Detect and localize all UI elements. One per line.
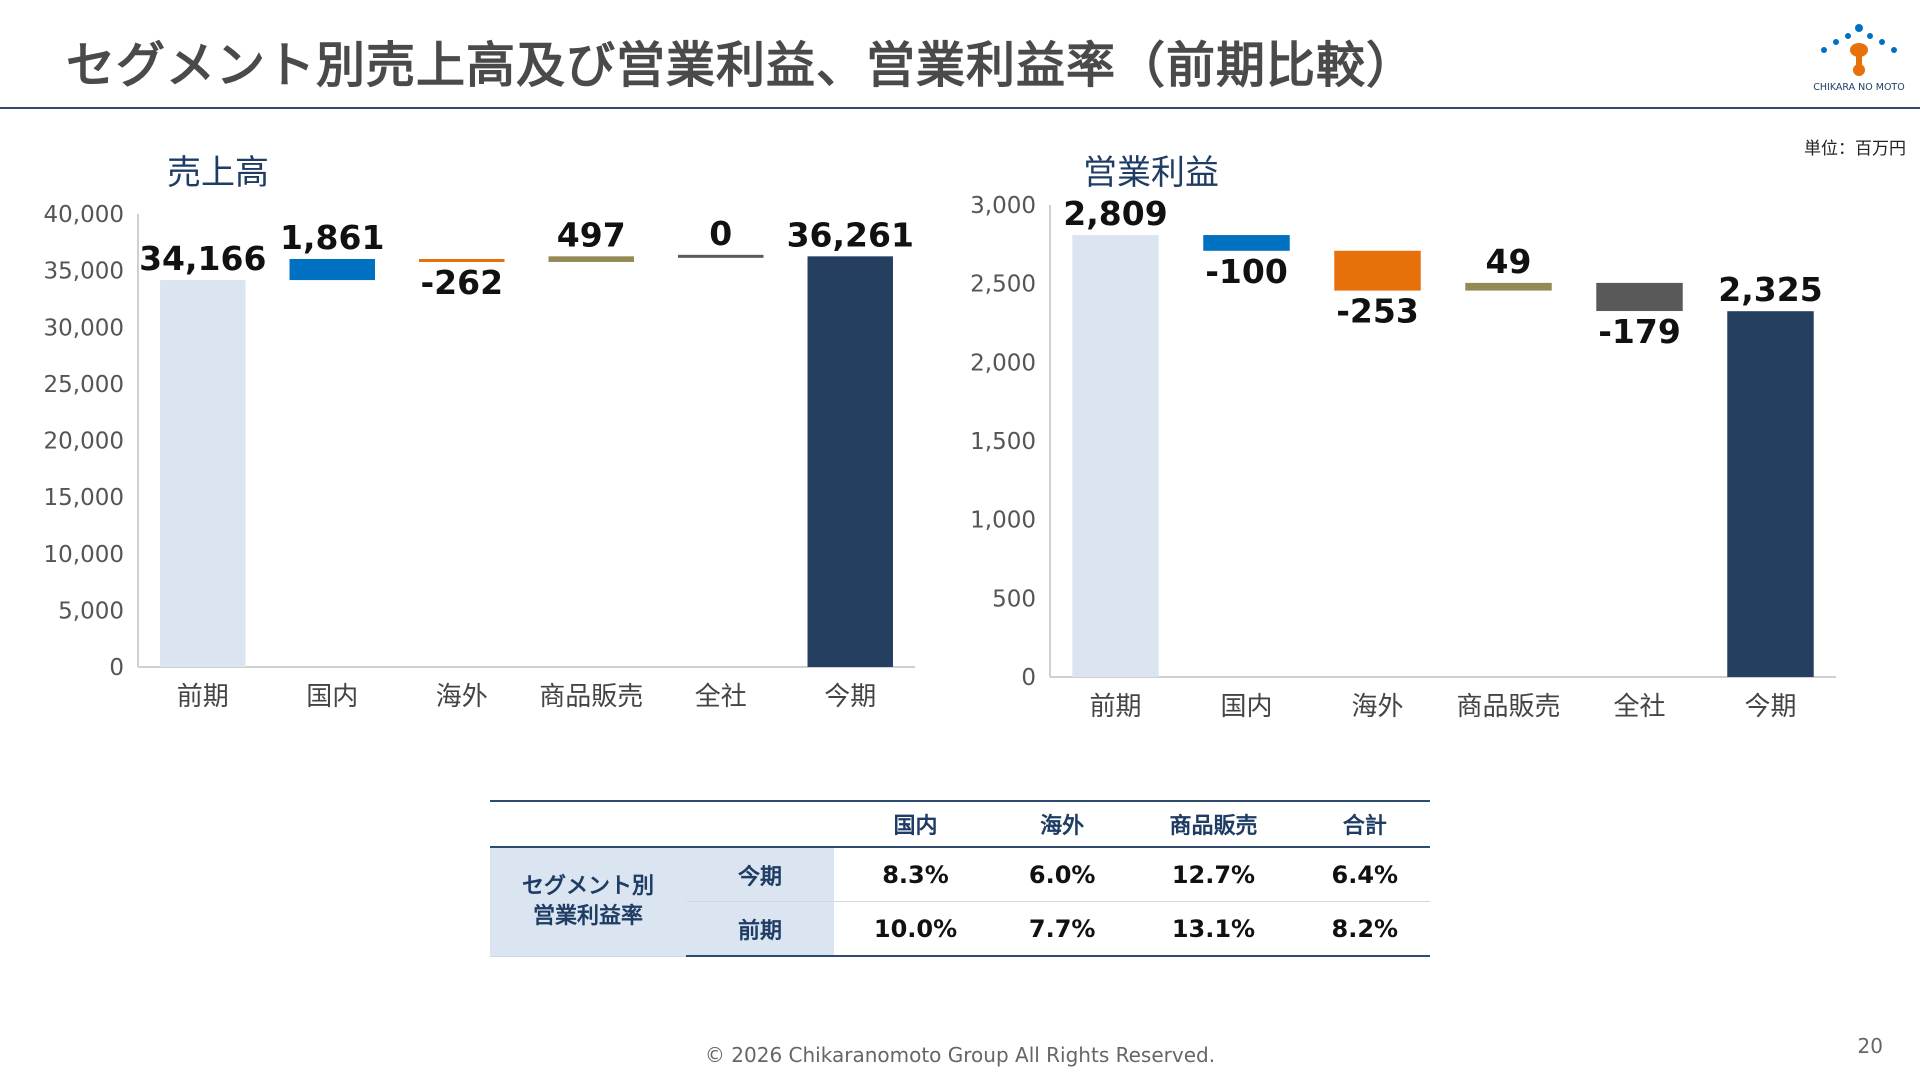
category-label: 全社 (695, 682, 747, 712)
bar-0 (160, 280, 246, 667)
copyright-footer: © 2026 Chikaranomoto Group All Rights Re… (704, 1043, 1216, 1067)
operating-profit-waterfall-chart: 0 500 1,000 1,500 2,000 2,500 3,000 2,809 前期 -100… (930, 190, 1850, 730)
data-label: 1,861 (280, 218, 384, 257)
chart-svg: 0 5,000 10,000 15,000 20,000 25,000 30,000 35,0… (44, 202, 915, 712)
y-tick-label: 3,000 (970, 193, 1036, 219)
table-cell: 6.0% (997, 847, 1128, 902)
row-group-label-line1: セグメント別 (521, 873, 654, 899)
category-label: 国内 (1220, 692, 1272, 722)
y-tick-label: 35,000 (44, 259, 124, 285)
segment-margin-table: 国内 海外 商品販売 合計 セグメント別 営業利益率 今期 8.3% 6.0% … (490, 800, 1430, 957)
data-label: 49 (1486, 242, 1532, 281)
data-label: 0 (709, 214, 732, 253)
y-tick-label: 1,500 (970, 429, 1036, 455)
row-group-label-line2: 営業利益率 (532, 903, 643, 929)
bar-4 (678, 254, 764, 258)
data-label: -262 (420, 263, 503, 302)
bar-4 (1596, 282, 1683, 312)
y-tick-label: 15,000 (44, 485, 124, 511)
category-label: 海外 (436, 682, 488, 712)
column-header: 海外 (997, 800, 1128, 848)
category-label: 商品販売 (539, 682, 643, 712)
row-label: 前期 (686, 901, 834, 957)
row-label: 今期 (686, 847, 834, 902)
table-corner-cell (490, 800, 834, 848)
column-header: 国内 (834, 800, 998, 848)
table-row: 前期 10.0% 7.7% 13.1% 8.2% (490, 901, 1430, 957)
page-number: 20 (1857, 1034, 1883, 1058)
data-label: 36,261 (787, 215, 914, 254)
bar-0 (1072, 235, 1159, 677)
bar-5 (807, 256, 893, 667)
y-tick-label: 0 (1021, 665, 1036, 691)
bar-5 (1727, 311, 1814, 677)
category-label: 国内 (306, 682, 358, 712)
y-tick-label: 0 (109, 655, 124, 681)
table-cell: 7.7% (997, 901, 1128, 957)
table-cell: 6.4% (1299, 847, 1430, 902)
sales-chart-title: 売上高 (167, 153, 269, 193)
data-label: -179 (1598, 312, 1681, 351)
data-label: -253 (1336, 292, 1419, 331)
bar-2 (1334, 250, 1421, 291)
data-label: 497 (557, 215, 626, 254)
data-label: -100 (1205, 252, 1288, 291)
y-tick-label: 20,000 (44, 429, 124, 455)
table-cell: 10.0% (834, 901, 998, 957)
table-cell: 8.2% (1299, 901, 1430, 957)
table-row: セグメント別 営業利益率 今期 8.3% 6.0% 12.7% 6.4% (490, 847, 1430, 957)
table-cell: 8.3% (834, 847, 998, 902)
category-label: 海外 (1351, 692, 1403, 722)
table-cell: 12.7% (1127, 847, 1300, 902)
table-header-row: 国内 海外 商品販売 合計 (490, 800, 1430, 848)
column-header: 合計 (1299, 800, 1430, 848)
y-tick-label: 40,000 (44, 202, 124, 228)
chart-svg: 0 500 1,000 1,500 2,000 2,500 3,000 2,809 前期 -100… (970, 193, 1836, 722)
category-label: 全社 (1613, 692, 1665, 722)
column-header: 商品販売 (1127, 800, 1300, 848)
bar-3 (1465, 282, 1552, 291)
data-label: 2,325 (1718, 270, 1822, 309)
y-tick-label: 2,500 (970, 272, 1036, 298)
unit-label: 単位：百万円 (1804, 139, 1906, 159)
table-cell: 13.1% (1127, 901, 1300, 957)
data-label: 2,809 (1063, 194, 1167, 233)
row-group-label: セグメント別 営業利益率 (490, 847, 686, 957)
category-label: 前期 (177, 682, 229, 712)
sales-waterfall-chart: 0 5,000 10,000 15,000 20,000 25,000 30,000 35,0… (0, 190, 930, 730)
category-label: 今期 (824, 682, 876, 712)
data-label: 34,166 (139, 239, 266, 278)
bar-2 (419, 258, 505, 262)
title-divider (0, 107, 1920, 109)
bar-1 (1203, 235, 1290, 251)
category-label: 商品販売 (1456, 692, 1560, 722)
category-label: 前期 (1089, 692, 1141, 722)
y-tick-label: 1,000 (970, 508, 1036, 534)
y-tick-label: 500 (992, 586, 1036, 612)
y-tick-label: 2,000 (970, 350, 1036, 376)
company-logo: CHIKARA NO MOTO (1813, 24, 1905, 93)
bar-1 (289, 258, 375, 281)
y-tick-label: 30,000 (44, 315, 124, 341)
y-tick-label: 25,000 (44, 372, 124, 398)
profit-chart-title: 営業利益 (1083, 153, 1219, 193)
y-tick-label: 10,000 (44, 542, 124, 568)
page-title: セグメント別売上高及び営業利益、営業利益率（前期比較） (66, 37, 1417, 94)
bar-3 (548, 256, 634, 262)
svg-text:CHIKARA NO MOTO: CHIKARA NO MOTO (1813, 82, 1904, 93)
y-tick-label: 5,000 (58, 598, 124, 624)
category-label: 今期 (1744, 692, 1796, 722)
